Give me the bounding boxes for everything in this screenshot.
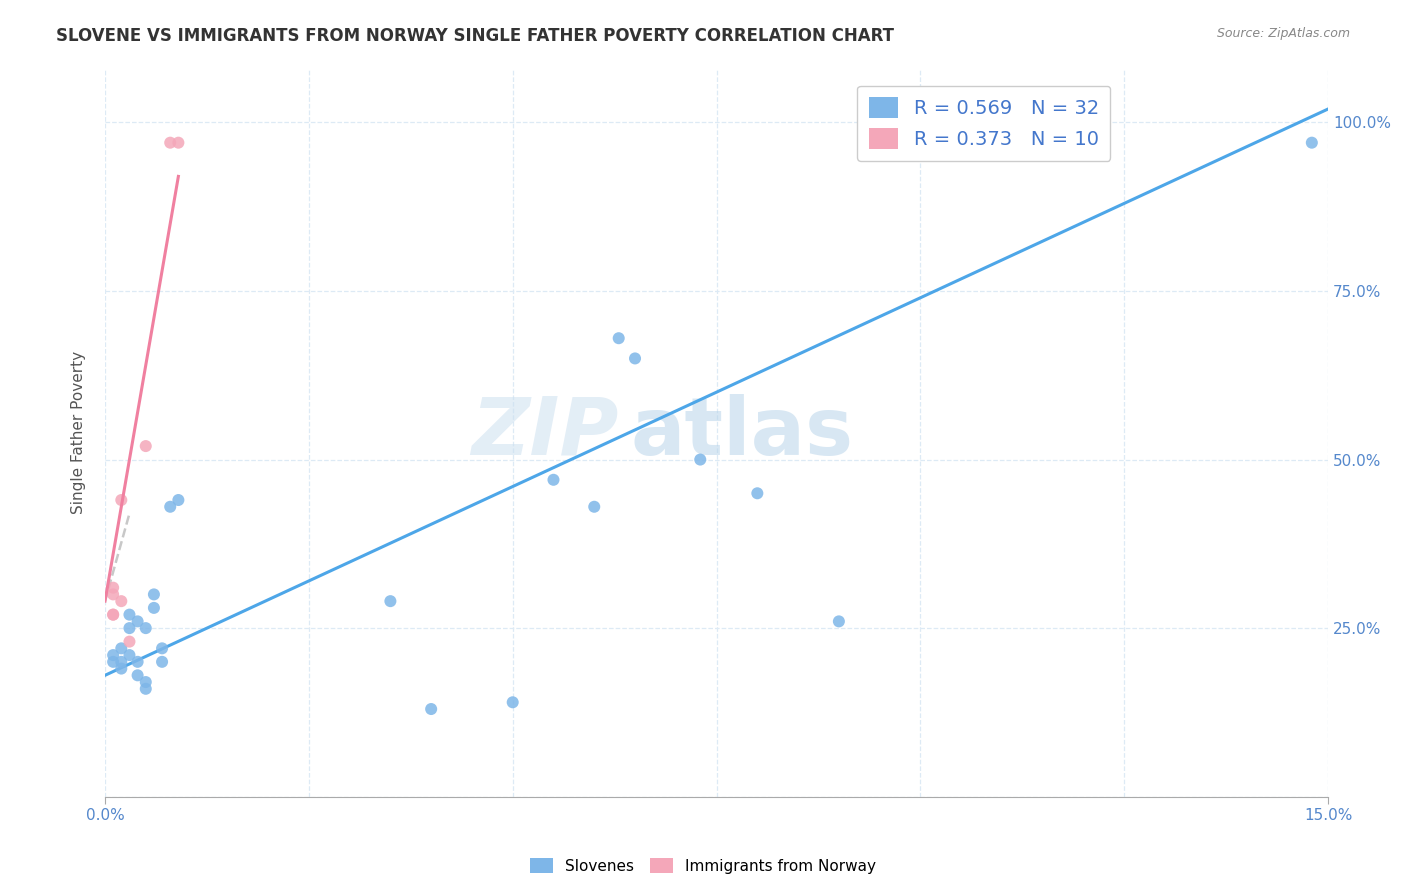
Point	[110, 493, 132, 508]
Point	[167, 493, 190, 508]
Point	[127, 615, 149, 629]
Text: atlas: atlas	[631, 393, 853, 472]
Legend: Slovenes, Immigrants from Norway: Slovenes, Immigrants from Norway	[524, 852, 882, 880]
Point	[127, 655, 149, 669]
Point	[101, 581, 124, 595]
Y-axis label: Single Father Poverty: Single Father Poverty	[72, 351, 86, 514]
Point	[583, 500, 606, 514]
Point	[135, 681, 157, 696]
Point	[110, 662, 132, 676]
Point	[142, 600, 165, 615]
Point	[135, 675, 157, 690]
Point	[502, 695, 524, 709]
Text: ZIP: ZIP	[471, 393, 619, 472]
Point	[110, 655, 132, 669]
Point	[607, 331, 630, 345]
Point	[150, 655, 173, 669]
Text: SLOVENE VS IMMIGRANTS FROM NORWAY SINGLE FATHER POVERTY CORRELATION CHART: SLOVENE VS IMMIGRANTS FROM NORWAY SINGLE…	[56, 27, 894, 45]
Point	[110, 641, 132, 656]
Text: Source: ZipAtlas.com: Source: ZipAtlas.com	[1216, 27, 1350, 40]
Point	[101, 648, 124, 662]
Point	[150, 641, 173, 656]
Point	[1073, 136, 1095, 150]
Point	[543, 473, 565, 487]
Point	[689, 452, 711, 467]
Point	[118, 607, 141, 622]
Point	[624, 351, 647, 366]
Point	[747, 486, 769, 500]
Point	[101, 607, 124, 622]
Point	[118, 634, 141, 648]
Point	[110, 594, 132, 608]
Point	[828, 615, 851, 629]
Point	[142, 587, 165, 601]
Point	[1301, 136, 1323, 150]
Point	[159, 500, 181, 514]
Point	[118, 621, 141, 635]
Legend: R = 0.569   N = 32, R = 0.373   N = 10: R = 0.569 N = 32, R = 0.373 N = 10	[858, 86, 1111, 161]
Point	[135, 439, 157, 453]
Point	[380, 594, 402, 608]
Point	[127, 668, 149, 682]
Point	[159, 136, 181, 150]
Point	[101, 587, 124, 601]
Point	[135, 621, 157, 635]
Point	[167, 136, 190, 150]
Point	[101, 655, 124, 669]
Point	[420, 702, 443, 716]
Point	[101, 607, 124, 622]
Point	[118, 648, 141, 662]
